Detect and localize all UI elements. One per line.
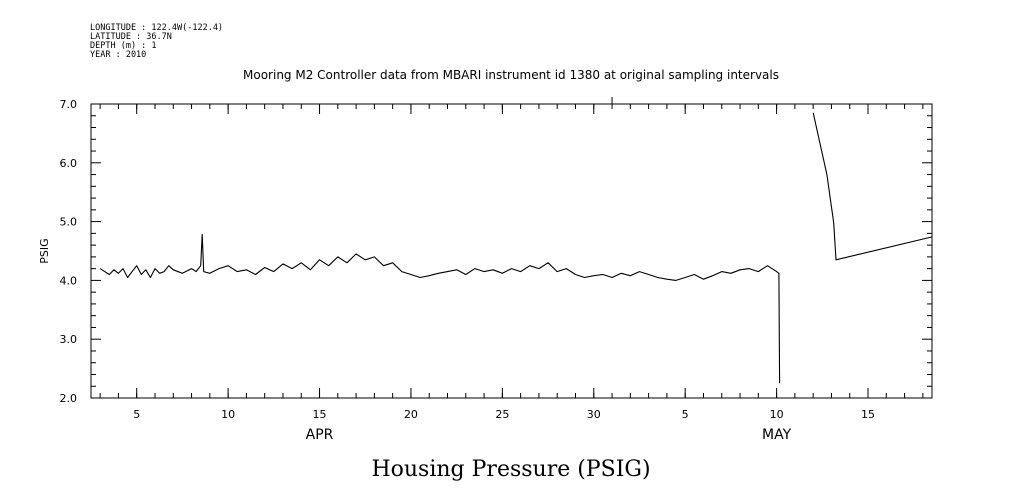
series-line [99, 233, 781, 384]
y-tick-label: 3.0 [60, 333, 78, 346]
x-tick-label: 25 [495, 408, 509, 421]
chart-title: Mooring M2 Controller data from MBARI in… [243, 68, 779, 82]
axes: 5 10 15 20 25 30 5 10 15 APR MAY 2.0 3.0 4.0 5.0 6.0 7.0 [60, 97, 933, 443]
meta-depth: DEPTH (m) : 1 [90, 41, 157, 51]
x-tick-label: 20 [404, 408, 418, 421]
plot-frame [90, 103, 933, 399]
metadata-block: LONGITUDE : 122.4W(-122.4) LATITUDE : 36… [90, 23, 223, 60]
x-tick-label: 10 [221, 408, 235, 421]
x-month-label: APR [306, 427, 334, 443]
x-tick-label: 15 [313, 408, 327, 421]
y-tick-label: 2.0 [60, 392, 78, 405]
meta-longitude: LONGITUDE : 122.4W(-122.4) [90, 23, 223, 33]
x-tick-label: 15 [861, 408, 875, 421]
x-tick-label: 10 [770, 408, 784, 421]
x-tick-label: 5 [133, 408, 140, 421]
series-line [812, 112, 933, 261]
y-tick-label: 4.0 [60, 274, 78, 287]
chart-caption: Housing Pressure (PSIG) [371, 457, 650, 482]
plot-area [99, 112, 933, 384]
y-axis-label: PSIG [38, 238, 51, 263]
x-tick-label: 30 [587, 408, 601, 421]
x-month-label: MAY [762, 427, 792, 443]
y-tick-label: 7.0 [60, 98, 78, 111]
x-tick-label: 5 [682, 408, 689, 421]
meta-latitude: LATITUDE : 36.7N [90, 32, 172, 42]
y-tick-label: 5.0 [60, 216, 78, 229]
y-tick-label: 6.0 [60, 157, 78, 170]
meta-year: YEAR : 2010 [90, 50, 146, 60]
